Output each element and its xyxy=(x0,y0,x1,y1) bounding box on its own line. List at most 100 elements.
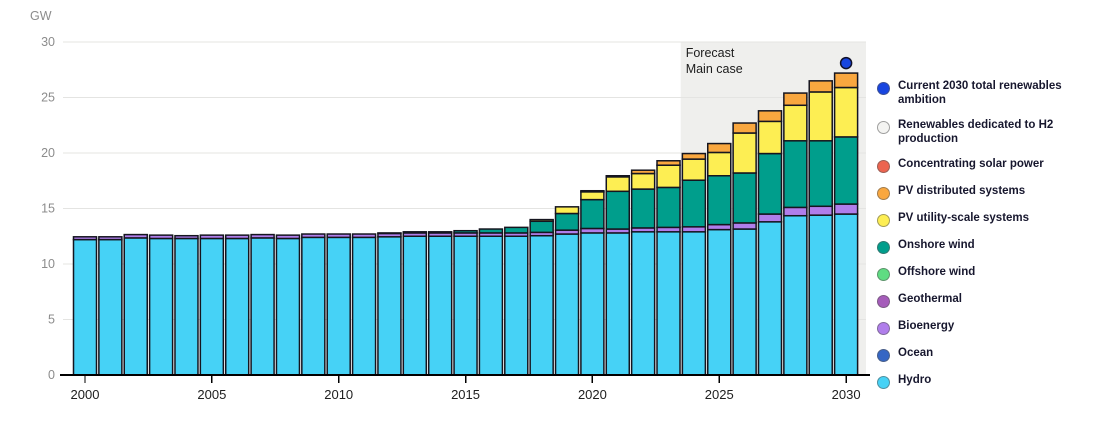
legend-dot-csp xyxy=(877,160,890,174)
y-tick-label-10: 10 xyxy=(41,257,55,271)
bar-2007[interactable] xyxy=(250,233,275,376)
legend-label-bioenergy: Bioenergy xyxy=(898,320,955,333)
bar-2022[interactable] xyxy=(630,169,656,376)
segment-onshore-wind-2019 xyxy=(554,212,580,231)
segment-hydro-2010 xyxy=(326,236,351,376)
bar-2027[interactable] xyxy=(757,110,783,376)
segment-bioenergy-2010 xyxy=(326,233,351,239)
bar-2010[interactable] xyxy=(326,233,351,376)
bar-2025[interactable] xyxy=(707,142,732,376)
x-tick-label-2025: 2025 xyxy=(705,387,734,402)
x-tick-label-2030: 2030 xyxy=(832,387,861,402)
legend: Current 2030 total renewables ambition Re… xyxy=(875,0,1106,422)
bar-2019[interactable] xyxy=(554,206,580,376)
legend-item-geothermal[interactable]: Geothermal xyxy=(877,293,1100,309)
segment-pv-utility-scale-systems-2029 xyxy=(808,91,833,142)
bar-2024[interactable] xyxy=(681,152,707,376)
bar-2017[interactable] xyxy=(504,226,529,376)
segment-pv-utility-scale-systems-2023 xyxy=(656,164,681,189)
legend-label-pv-dist: PV distributed systems xyxy=(898,185,1026,198)
bar-2000[interactable] xyxy=(72,236,98,376)
segment-hydro-2016 xyxy=(478,235,504,376)
segment-pv-utility-scale-systems-2018 xyxy=(529,218,554,223)
legend-dot-pv-dist xyxy=(877,187,890,201)
segment-pv-distributed-systems-2030 xyxy=(833,72,859,89)
segment-pv-utility-scale-systems-2030 xyxy=(833,86,859,138)
y-tick-label-30: 30 xyxy=(41,35,55,49)
segment-bioenergy-2002 xyxy=(123,233,148,239)
bar-2012[interactable] xyxy=(377,232,402,376)
forecast-label-line2: Main case xyxy=(686,62,743,76)
bar-2016[interactable] xyxy=(478,228,504,376)
y-tick-label-15: 15 xyxy=(41,202,55,216)
segment-hydro-2007 xyxy=(250,237,275,376)
ambition-point-2030[interactable] xyxy=(839,56,853,70)
bar-2020[interactable] xyxy=(580,189,605,376)
legend-item-bioenergy[interactable]: Bioenergy xyxy=(877,320,1100,336)
segment-pv-distributed-systems-2023 xyxy=(656,160,681,166)
segment-bioenergy-2000 xyxy=(72,236,98,241)
legend-item-pv-dist[interactable]: PV distributed systems xyxy=(877,185,1100,201)
segment-bioenergy-2008 xyxy=(275,234,301,240)
bar-2023[interactable] xyxy=(656,160,681,376)
legend-label-onshore: Onshore wind xyxy=(898,239,975,252)
bar-2028[interactable] xyxy=(783,92,808,376)
x-tick-label-2015: 2015 xyxy=(451,387,480,402)
legend-dot-h2 xyxy=(877,121,890,135)
bar-2004[interactable] xyxy=(174,234,199,376)
legend-dot-pv-utility xyxy=(877,214,890,228)
segment-bioenergy-2007 xyxy=(250,233,275,239)
legend-item-h2[interactable]: Renewables dedicated to H2 production xyxy=(877,119,1100,146)
legend-item-csp[interactable]: Concentrating solar power xyxy=(877,158,1100,174)
segment-hydro-2005 xyxy=(199,237,225,376)
segment-hydro-2015 xyxy=(453,235,478,376)
segment-onshore-wind-2017 xyxy=(504,226,529,234)
bar-2005[interactable] xyxy=(199,234,225,376)
bar-2013[interactable] xyxy=(402,231,428,376)
segment-hydro-2019 xyxy=(554,233,580,376)
segment-hydro-2027 xyxy=(757,221,783,376)
segment-bioenergy-2027 xyxy=(757,213,783,223)
legend-dot-onshore xyxy=(877,241,890,255)
segment-onshore-wind-2020 xyxy=(580,198,605,230)
segment-bioenergy-2026 xyxy=(732,222,757,230)
bar-2006[interactable] xyxy=(224,234,250,376)
legend-item-ocean[interactable]: Ocean xyxy=(877,347,1100,363)
segment-onshore-wind-2012 xyxy=(377,232,402,235)
bar-2002[interactable] xyxy=(123,233,148,376)
legend-dot-offshore xyxy=(877,268,890,282)
bar-2026[interactable] xyxy=(732,122,757,376)
segment-onshore-wind-2023 xyxy=(656,186,681,229)
legend-item-pv-utility[interactable]: PV utility-scale systems xyxy=(877,212,1100,228)
segment-hydro-2023 xyxy=(656,231,681,376)
bar-2015[interactable] xyxy=(453,229,478,376)
segment-hydro-2028 xyxy=(783,214,808,376)
bar-2029[interactable] xyxy=(808,80,833,376)
segment-onshore-wind-2029 xyxy=(808,140,833,208)
legend-dot-ocean xyxy=(877,349,890,363)
bar-2011[interactable] xyxy=(351,233,377,376)
legend-item-hydro[interactable]: Hydro xyxy=(877,374,1100,390)
bar-2018[interactable] xyxy=(529,218,554,376)
bar-2008[interactable] xyxy=(275,234,301,376)
bar-2001[interactable] xyxy=(98,236,123,376)
segment-pv-utility-scale-systems-2027 xyxy=(757,120,783,155)
bar-2021[interactable] xyxy=(605,175,631,376)
bar-2003[interactable] xyxy=(148,234,174,376)
segment-bioenergy-2009 xyxy=(301,233,326,239)
segment-bioenergy-2005 xyxy=(199,234,225,240)
segment-onshore-wind-2015 xyxy=(453,229,478,234)
bar-2030[interactable] xyxy=(833,72,859,376)
segment-onshore-wind-2024 xyxy=(681,179,707,228)
legend-item-onshore[interactable]: Onshore wind xyxy=(877,239,1100,255)
bar-2014[interactable] xyxy=(427,231,453,376)
segment-onshore-wind-2013 xyxy=(402,231,428,234)
legend-item-ambition[interactable]: Current 2030 total renewables ambition xyxy=(877,80,1100,107)
bar-2009[interactable] xyxy=(301,233,326,376)
forecast-label-line1: Forecast xyxy=(686,46,735,60)
y-tick-label-20: 20 xyxy=(41,146,55,160)
segment-onshore-wind-2028 xyxy=(783,140,808,209)
segment-hydro-2004 xyxy=(174,237,199,376)
legend-item-offshore[interactable]: Offshore wind xyxy=(877,266,1100,282)
